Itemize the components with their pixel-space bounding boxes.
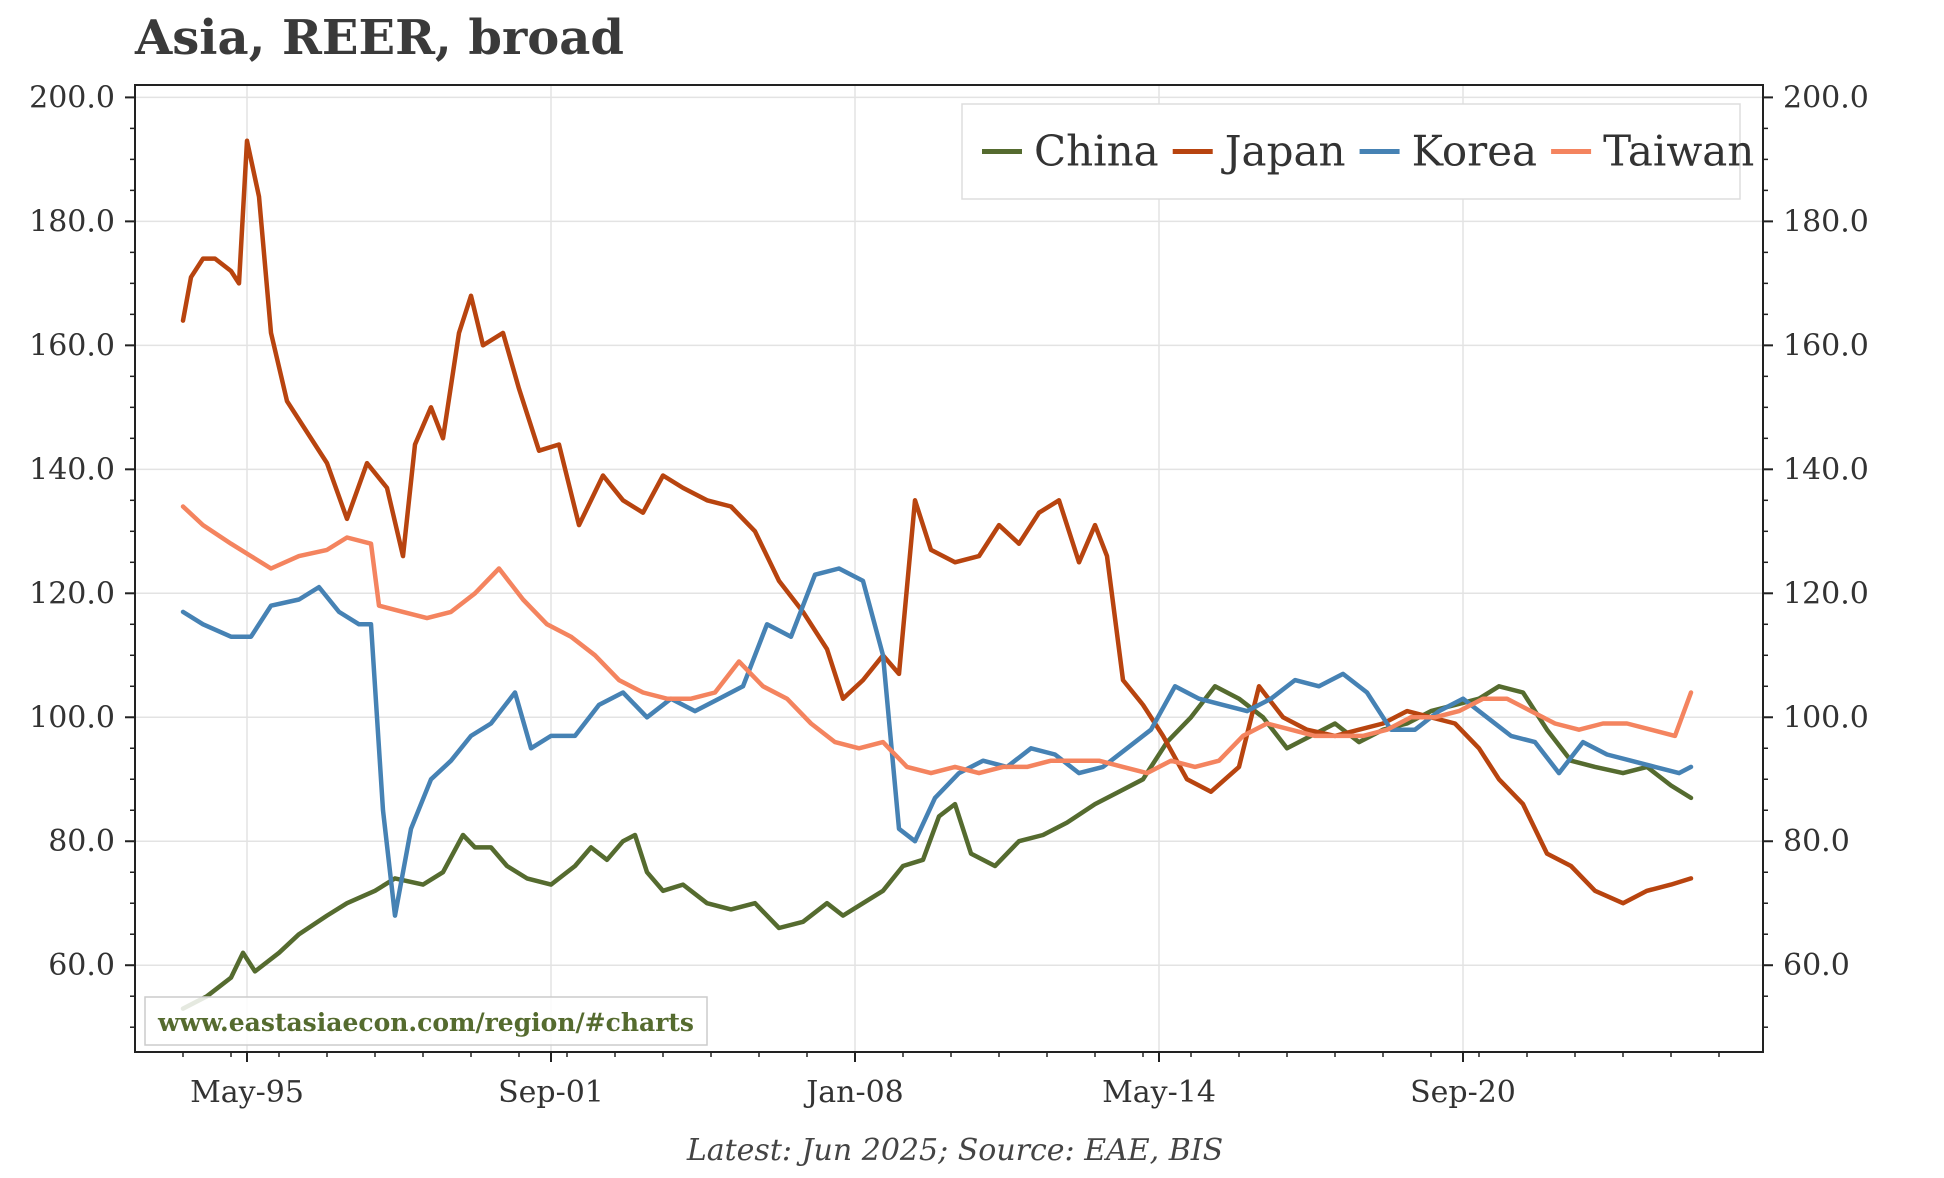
watermark-box — [144, 996, 708, 1046]
y-tick-label-right: 140.0 — [1783, 452, 1869, 487]
y-tick-label-right: 80.0 — [1783, 824, 1850, 859]
watermark: www.eastasiaecon.com/region/#charts — [144, 996, 708, 1046]
series-layer — [180, 138, 1694, 1011]
y-tick-label-left: 180.0 — [29, 204, 115, 239]
x-tick-label: May-95 — [190, 1075, 304, 1110]
y-tick-label-right: 120.0 — [1783, 576, 1869, 611]
axis-layer: 60.0 60.0 80.0 80.0 100.0 100.0 120.0 120.0 140.… — [29, 80, 1869, 1110]
y-tick-label-right: 60.0 — [1783, 948, 1850, 983]
legend-label-taiwan: Taiwan — [1603, 127, 1754, 176]
series-line-korea — [180, 566, 1694, 918]
y-tick-label-left: 160.0 — [29, 328, 115, 363]
legend-label-korea: Korea — [1412, 127, 1538, 176]
y-tick-label-left: 80.0 — [48, 824, 115, 859]
plot-frame — [134, 84, 1764, 1053]
y-tick-label-right: 180.0 — [1783, 204, 1869, 239]
y-tick-label-left: 200.0 — [29, 80, 115, 115]
y-tick-label-right: 100.0 — [1783, 700, 1869, 735]
x-tick-label: Sep-01 — [498, 1075, 604, 1110]
grid-layer — [135, 85, 1763, 1052]
y-tick-label-left: 120.0 — [29, 576, 115, 611]
legend: China Japan Korea Taiwan — [961, 103, 1754, 200]
legend-box — [961, 103, 1741, 200]
x-tick-label: May-14 — [1102, 1075, 1216, 1110]
chart-title: Asia, REER, broad — [135, 10, 624, 66]
legend-label-japan: Japan — [1221, 127, 1346, 176]
y-tick-label-right: 200.0 — [1783, 80, 1869, 115]
y-tick-label-right: 160.0 — [1783, 328, 1869, 363]
y-tick-label-left: 100.0 — [29, 700, 115, 735]
x-tick-label: Sep-20 — [1410, 1075, 1516, 1110]
legend-label-china: China — [1034, 127, 1159, 176]
footer-text: Latest: Jun 2025; Source: EAE, BIS — [686, 1133, 1223, 1168]
watermark-text: www.eastasiaecon.com/region/#charts — [157, 1008, 694, 1037]
series-line-japan — [180, 138, 1694, 906]
series-line-taiwan — [180, 504, 1694, 776]
y-tick-label-left: 140.0 — [29, 452, 115, 487]
y-tick-label-left: 60.0 — [48, 948, 115, 983]
x-tick-label: Jan-08 — [803, 1075, 904, 1110]
